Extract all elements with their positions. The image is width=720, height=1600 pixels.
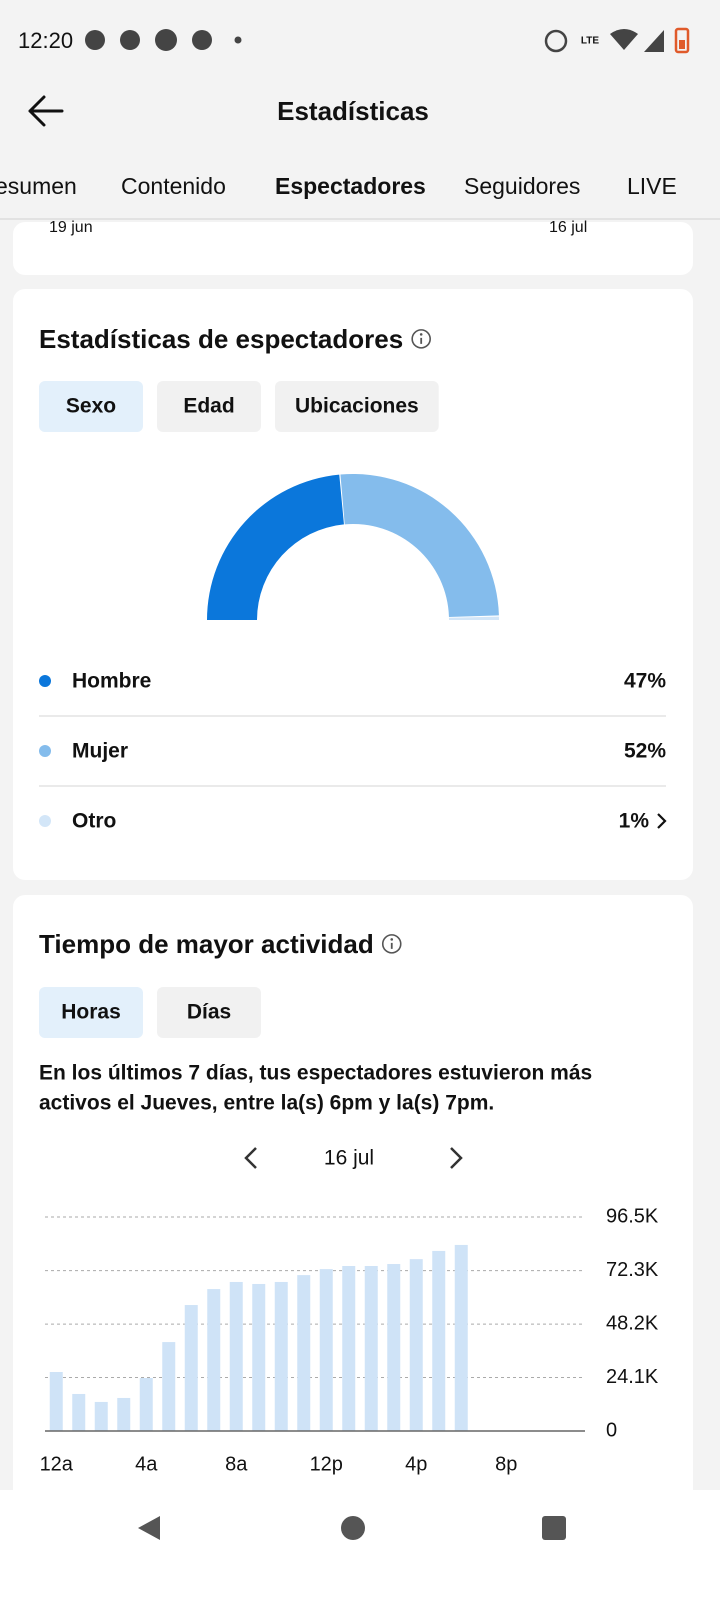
bar-chart: 0 24.1K 48.2K 72.3K 96.5K 12a 4a 8a 12p 4p 8p (40, 1205, 659, 1475)
previous-card (13, 222, 693, 275)
previous-day-button[interactable] (244, 1147, 257, 1169)
donut-segment (448, 616, 499, 620)
filter-chips: Sexo Edad Ubicaciones (39, 381, 439, 432)
legend-value: 1% (619, 810, 650, 833)
bar (432, 1250, 446, 1431)
nav-back[interactable] (138, 1516, 160, 1540)
bar (387, 1264, 401, 1431)
filter-chips: Horas Días (39, 987, 261, 1038)
bar (139, 1377, 153, 1431)
bar (274, 1281, 288, 1431)
legend-value: 47% (624, 670, 666, 693)
legend-label: Hombre (72, 670, 151, 693)
status-notification-icons (85, 29, 242, 51)
legend-dot (39, 675, 51, 687)
bar (252, 1283, 266, 1431)
filter-chip[interactable] (157, 987, 261, 1038)
x-tick-label: 4a (135, 1453, 158, 1475)
summary-line: En los últimos 7 días, tus espectadores … (39, 1062, 592, 1085)
filter-chip[interactable] (39, 987, 143, 1038)
bar (454, 1244, 468, 1431)
filter-chip-label[interactable]: Ubicaciones (295, 395, 419, 418)
summary-line: activos el Jueves, entre la(s) 6pm y la(… (39, 1092, 494, 1115)
bar (409, 1259, 423, 1431)
bar (207, 1289, 221, 1431)
bar (319, 1269, 333, 1431)
tab[interactable]: Contenido (121, 173, 226, 199)
status-network: LTE (581, 36, 599, 47)
filter-chip[interactable] (157, 381, 261, 432)
viewers-card (13, 289, 693, 880)
nav-recents[interactable] (542, 1516, 566, 1540)
filter-chip-label[interactable]: Edad (183, 395, 234, 418)
legend-label: Mujer (72, 740, 128, 763)
activity-card (13, 895, 693, 1535)
x-tick-label: 12p (310, 1453, 343, 1475)
half-donut-chart (207, 474, 499, 620)
tab[interactable]: LIVE (627, 173, 677, 199)
header-title: Estadísticas (277, 96, 429, 126)
legend-dot (39, 815, 51, 827)
selected-date: 16 jul (324, 1147, 374, 1170)
info-icon[interactable] (411, 329, 431, 349)
y-tick-label: 24.1K (606, 1366, 659, 1388)
legend-label: Otro (72, 810, 116, 833)
bar (229, 1281, 243, 1431)
legend-chevron[interactable] (657, 813, 667, 829)
x-tick-label: 8a (225, 1453, 248, 1475)
navigation-bar (0, 1490, 720, 1600)
tab-bar: esumen Contenido Espectadores Seguidores LIV… (0, 173, 677, 218)
bar (49, 1372, 63, 1431)
filter-chip-label[interactable]: Horas (61, 1001, 121, 1024)
info-dot (419, 333, 423, 336)
y-tick-label: 72.3K (606, 1259, 659, 1281)
bar (364, 1266, 378, 1431)
x-tick-label: 4p (405, 1453, 427, 1475)
bar (342, 1266, 356, 1431)
donut-segment (207, 474, 344, 620)
tab[interactable]: Seguidores (464, 173, 580, 199)
nav-home[interactable] (341, 1516, 365, 1540)
date-start: 19 jun (49, 219, 93, 236)
tab[interactable]: esumen (0, 173, 77, 199)
status-system-icons: LTE (544, 27, 690, 54)
bar (117, 1397, 131, 1431)
filter-chip[interactable] (39, 381, 143, 432)
filter-chip-label[interactable]: Sexo (66, 395, 116, 418)
info-dot (390, 938, 394, 941)
y-tick-label: 96.5K (606, 1205, 659, 1227)
bar (162, 1342, 176, 1431)
back-button[interactable] (28, 95, 64, 127)
tab[interactable]: Espectadores (275, 173, 426, 199)
card-title: Tiempo de mayor actividad (39, 929, 374, 959)
legend: Hombre 47% Mujer 52% Otro 1% (39, 670, 667, 833)
info-circle (411, 329, 431, 349)
bar (94, 1401, 108, 1431)
bar (297, 1275, 311, 1431)
status-time: 12:20 (18, 28, 73, 53)
filter-chip-label[interactable]: Días (187, 1001, 231, 1024)
donut-segment (340, 474, 499, 617)
y-tick-label: 0 (606, 1419, 617, 1441)
legend-dot (39, 745, 51, 757)
x-tick-label: 12a (40, 1453, 74, 1475)
legend-value: 52% (624, 740, 666, 763)
next-day-button[interactable] (450, 1147, 463, 1169)
info-icon[interactable] (381, 934, 402, 954)
bar (184, 1305, 198, 1431)
filter-chip[interactable] (275, 381, 439, 432)
card-title: Estadísticas de espectadores (39, 324, 403, 354)
info-circle (381, 934, 402, 954)
y-tick-label: 48.2K (606, 1312, 659, 1334)
date-end: 16 jul (549, 219, 587, 236)
tab-bar-fill (0, 200, 720, 218)
x-tick-label: 8p (495, 1453, 517, 1475)
bar (72, 1393, 86, 1431)
